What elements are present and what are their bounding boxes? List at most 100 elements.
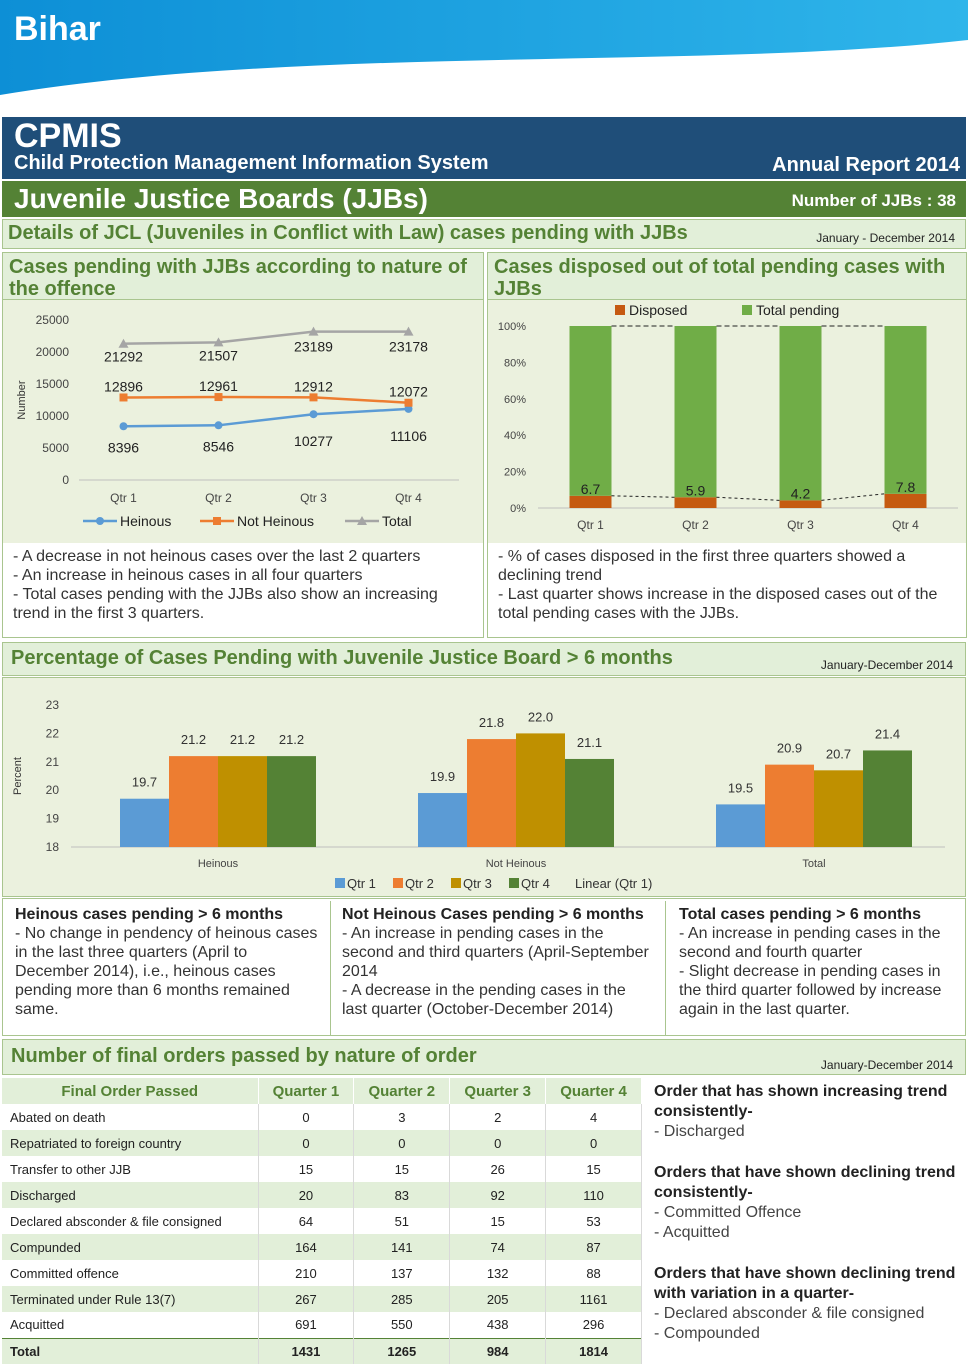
legend-marker xyxy=(96,517,104,525)
quarter-value-cell: 984 xyxy=(449,1337,547,1364)
series-connector xyxy=(611,495,675,498)
data-label: 19.5 xyxy=(728,780,753,795)
quarter-value-cell: 87 xyxy=(545,1234,642,1260)
jcl-header: Details of JCL (Juveniles in Conflict wi… xyxy=(2,219,966,249)
disposed-note: - Last quarter shows increase in the dis… xyxy=(498,586,938,622)
jjb-count: Number of JJBs : 38 xyxy=(791,191,956,210)
data-label: 20.9 xyxy=(777,741,802,756)
y-axis-label: Number xyxy=(16,380,28,419)
quarter-value-cell: 0 xyxy=(449,1130,547,1156)
pending-panel-title: Cases pending with JJBs according to nat… xyxy=(3,253,483,300)
quarter-value-cell: 0 xyxy=(258,1130,355,1156)
pct6-note-heinous: Heinous cases pending > 6 months - No ch… xyxy=(5,901,331,1035)
header-banner xyxy=(0,0,968,95)
table-row: Terminated under Rule 13(7) 267 285 205 1161 xyxy=(2,1286,642,1312)
quarter-value-cell: 550 xyxy=(353,1312,451,1338)
column-header: Quarter 1 xyxy=(258,1078,355,1104)
quarter-value-cell: 92 xyxy=(449,1182,547,1208)
disposed-bar xyxy=(884,493,927,508)
pending-panel: Cases pending with JJBs according to nat… xyxy=(2,252,484,638)
data-label: 11106 xyxy=(390,428,427,444)
quarter-value-cell: 20 xyxy=(258,1182,355,1208)
table-row: Committed offence 210 137 132 88 xyxy=(2,1260,642,1286)
data-point xyxy=(404,404,413,413)
pct6-note-line: - No change in pendency of heinous cases… xyxy=(15,925,318,1018)
legend-label: Heinous xyxy=(120,513,171,529)
bar xyxy=(516,733,565,847)
quarter-value-cell: 53 xyxy=(545,1208,642,1234)
pct6-note-heading: Heinous cases pending > 6 months xyxy=(15,906,284,923)
pending-bar xyxy=(884,326,927,494)
y-tick-label: 23 xyxy=(46,698,60,712)
quarter-value-cell: 15 xyxy=(449,1208,547,1234)
quarter-value-cell: 0 xyxy=(545,1130,642,1156)
quarter-value-cell: 51 xyxy=(353,1208,451,1234)
data-point xyxy=(214,421,223,430)
orders-note-item: - Declared absconder & file consigned xyxy=(654,1305,925,1322)
pct6-note-line: - An increase in pending cases in the se… xyxy=(679,925,941,961)
y-tick-label: 19 xyxy=(46,812,60,826)
quarter-value-cell: 1814 xyxy=(545,1337,642,1364)
disposed-note: - % of cases disposed in the first three… xyxy=(498,548,906,584)
pct6-chart-area: 18 19 20 21 22 23 Percent 19.7 21.2 21.2 21.2 Heino… xyxy=(2,677,966,897)
cpmis-header: CPMIS Child Protection Management Inform… xyxy=(2,117,966,179)
table-row: Discharged 20 83 92 110 xyxy=(2,1182,642,1208)
series-line xyxy=(123,395,409,404)
legend-marker xyxy=(451,878,461,888)
legend-label: Total xyxy=(382,513,412,529)
data-point xyxy=(404,398,413,407)
pct6-note-heading: Total cases pending > 6 months xyxy=(679,906,921,923)
bar xyxy=(467,739,516,847)
data-point xyxy=(119,422,128,431)
pending-note: - Total cases pending with the JJBs also… xyxy=(13,586,438,622)
bar xyxy=(814,770,863,847)
y-tick-label: 15000 xyxy=(36,377,70,391)
pending-line-chart: 0 5000 10000 15000 20000 25000 Qtr 1 Qtr 2 Qtr 3… xyxy=(16,313,459,529)
legend-marker xyxy=(213,517,221,525)
pct6-note-not-heinous: Not Heinous Cases pending > 6 months - A… xyxy=(332,901,666,1035)
pending-note: - An increase in heinous cases in all fo… xyxy=(13,567,363,584)
pct6-note-line: - A decrease in the pending cases in the… xyxy=(342,982,626,1018)
orders-period: January-December 2014 xyxy=(820,1058,953,1072)
quarter-value-cell: 83 xyxy=(353,1182,451,1208)
order-type-cell: Acquitted xyxy=(2,1312,259,1338)
data-label: 8396 xyxy=(108,439,139,455)
y-tick-label: 20000 xyxy=(36,345,70,359)
section-title: Juvenile Justice Boards (JJBs) xyxy=(14,183,428,214)
bar xyxy=(120,798,169,847)
cpmis-subtitle: Child Protection Management Information … xyxy=(14,152,489,174)
quarter-value-cell: 74 xyxy=(449,1234,547,1260)
y-tick-label: 22 xyxy=(46,726,60,740)
x-tick-label: Qtr 4 xyxy=(892,518,919,532)
quarter-value-cell: 110 xyxy=(545,1182,642,1208)
table-row: Compunded 164 141 74 87 xyxy=(2,1234,642,1260)
quarter-value-cell: 210 xyxy=(258,1260,355,1286)
pct6-note-line: - An increase in pending cases in the se… xyxy=(342,925,649,980)
legend-label: Qtr 2 xyxy=(405,876,434,891)
cpmis-title: CPMIS xyxy=(14,117,122,155)
data-label: 22.0 xyxy=(528,709,553,724)
legend-marker xyxy=(509,878,519,888)
quarter-value-cell: 1265 xyxy=(353,1337,451,1364)
quarter-value-cell: 285 xyxy=(353,1286,451,1312)
data-label: 10277 xyxy=(294,433,333,449)
orders-note-item: - Committed Offence xyxy=(654,1204,802,1221)
bar xyxy=(218,756,267,847)
series-connector xyxy=(716,496,780,501)
data-label: 21.2 xyxy=(279,732,304,747)
column-header: Final Order Passed xyxy=(2,1078,259,1104)
x-tick-label: Qtr 1 xyxy=(577,518,604,532)
pct6-period: January-December 2014 xyxy=(820,658,953,672)
data-label: 23178 xyxy=(389,339,428,355)
data-label: 12896 xyxy=(104,378,143,394)
quarter-value-cell: 132 xyxy=(449,1260,547,1286)
x-tick-label: Qtr 4 xyxy=(395,491,422,505)
order-type-cell: Discharged xyxy=(2,1182,259,1208)
disposed-bar xyxy=(674,497,717,508)
quarter-value-cell: 15 xyxy=(353,1156,451,1182)
data-label: 20.7 xyxy=(826,746,851,761)
disposed-bar xyxy=(569,495,612,508)
order-type-cell: Total xyxy=(2,1337,259,1364)
quarter-value-cell: 267 xyxy=(258,1286,355,1312)
data-label: 21.8 xyxy=(479,715,504,730)
